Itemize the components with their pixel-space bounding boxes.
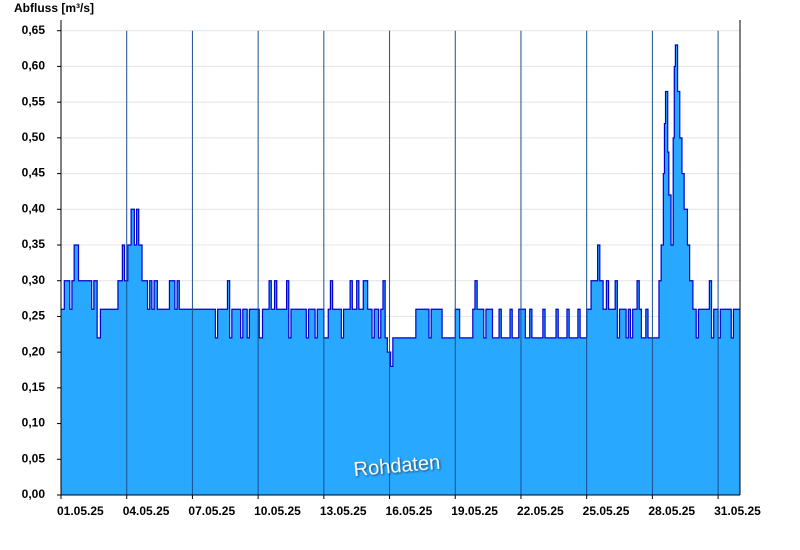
x-tick-label: 04.05.25 [123, 504, 170, 518]
x-tick-label: 01.05.25 [57, 504, 104, 518]
area [61, 45, 740, 495]
y-tick-label: 0,05 [22, 451, 46, 465]
y-tick-label: 0,40 [22, 201, 46, 215]
y-tick-label: 0,55 [22, 94, 46, 108]
y-tick-label: 0,20 [22, 344, 46, 358]
y-axis-label: Abfluss [m³/s] [14, 1, 94, 15]
x-tick-label: 22.05.25 [517, 504, 564, 518]
x-tick-label: 31.05.25 [714, 504, 761, 518]
x-tick-label: 13.05.25 [320, 504, 367, 518]
x-tick-label: 28.05.25 [648, 504, 695, 518]
y-tick-label: 0,45 [22, 166, 46, 180]
line [61, 44, 740, 368]
y-tick-label: 0,30 [22, 273, 46, 287]
y-tick-label: 0,60 [22, 59, 46, 73]
y-tick-label: 0,35 [22, 237, 46, 251]
x-tick-label: 16.05.25 [386, 504, 433, 518]
y-tick-label: 0,15 [22, 380, 46, 394]
y-tick-label: 0,50 [22, 130, 46, 144]
y-tick-label: 0,25 [22, 309, 46, 323]
x-tick-label: 10.05.25 [254, 504, 301, 518]
y-tick-label: 0,65 [22, 23, 46, 37]
y-tick-label: 0,10 [22, 416, 46, 430]
x-tick-label: 19.05.25 [451, 504, 498, 518]
x-tick-label: 07.05.25 [188, 504, 235, 518]
y-tick-label: 0,00 [22, 487, 46, 501]
x-tick-label: 25.05.25 [583, 504, 630, 518]
